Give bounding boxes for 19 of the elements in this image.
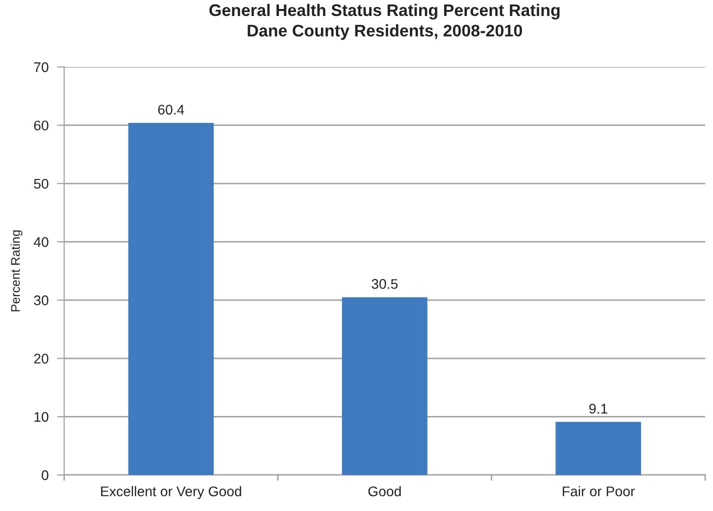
y-tick-label: 50 [34, 178, 48, 189]
x-tick-label: Excellent or Very Good [101, 486, 242, 500]
y-tick-label: 10 [34, 412, 48, 422]
data-label: 30.5 [372, 279, 398, 289]
bar [128, 122, 214, 475]
x-tick-label: Good [368, 486, 401, 496]
bar [556, 422, 642, 475]
y-tick-label: 20 [34, 354, 48, 364]
data-label: 60.4 [158, 104, 184, 115]
y-tick-label: 0 [42, 470, 48, 480]
y-tick-label: 30 [34, 295, 48, 306]
bar [342, 297, 428, 475]
y-tick-label: 70 [34, 62, 48, 72]
y-tick-label: 40 [34, 237, 48, 247]
y-axis-title: Percent Rating [10, 230, 22, 312]
data-label: 9.1 [589, 404, 608, 414]
chart-title: General Health Status Rating Percent Rating Dane County Residents, 2008-2010 [209, 4, 560, 40]
x-tick-label: Fair or Poor [562, 486, 635, 496]
y-tick-label: 60 [34, 120, 48, 130]
